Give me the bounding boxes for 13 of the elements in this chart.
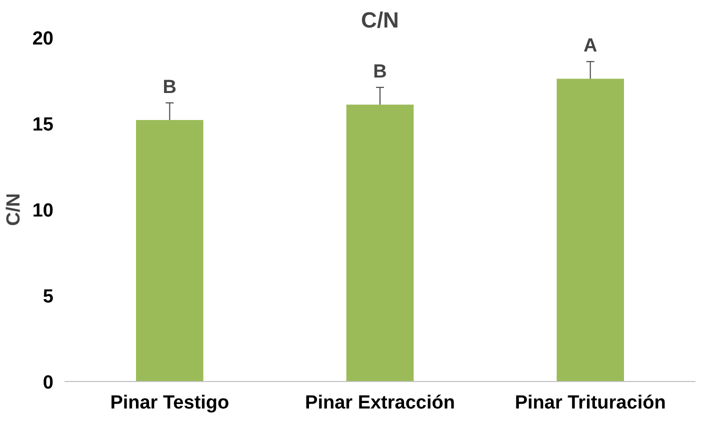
x-tick-label: Pinar Testigo <box>110 392 230 414</box>
y-tick-label: 5 <box>42 286 54 308</box>
y-axis-title: C/N <box>3 193 24 226</box>
x-tick-label: Pinar Trituración <box>514 392 666 414</box>
annotation: A <box>583 36 598 57</box>
annotation: B <box>162 76 177 98</box>
annotation: B <box>373 61 387 82</box>
chart-title: C/N <box>361 8 399 32</box>
y-tick-label: 15 <box>32 114 54 136</box>
y-tick-label: 0 <box>42 372 54 394</box>
y-tick-label: 10 <box>32 200 54 222</box>
y-tick-label: 20 <box>32 28 54 50</box>
x-tick-label: Pinar Extracción <box>305 392 455 414</box>
